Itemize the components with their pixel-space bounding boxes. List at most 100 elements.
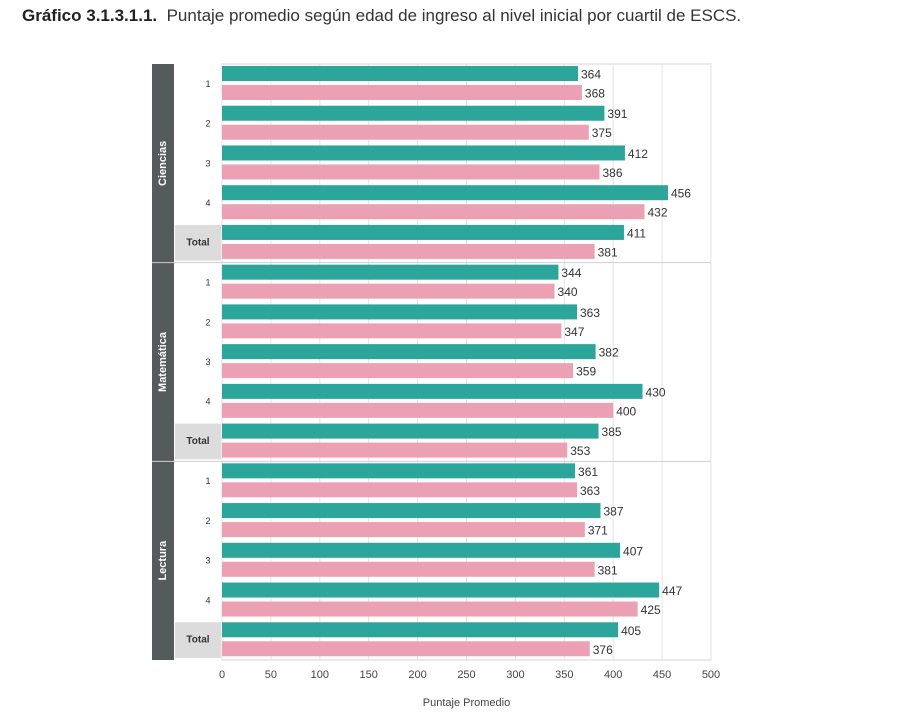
bar — [222, 383, 643, 399]
bar — [222, 423, 599, 439]
x-tick-label: 350 — [555, 669, 573, 681]
chart-title-text: Puntaje promedio según edad de ingreso a… — [166, 6, 742, 25]
category-label: 2 — [205, 317, 210, 327]
bar — [222, 463, 576, 479]
data-label: 340 — [558, 285, 578, 299]
data-label: 432 — [647, 206, 667, 220]
bar — [222, 283, 555, 299]
bar — [222, 66, 578, 81]
data-label: 430 — [646, 385, 666, 399]
x-tick-label: 0 — [219, 669, 225, 681]
bar — [222, 363, 574, 379]
bar — [222, 482, 578, 498]
category-label: 2 — [205, 119, 210, 129]
data-label: 371 — [588, 524, 608, 538]
bar — [222, 164, 600, 180]
x-tick-label: 150 — [360, 669, 378, 681]
data-label: 363 — [580, 306, 600, 320]
panel-label: Ciencias — [157, 141, 169, 186]
bar — [222, 522, 585, 538]
data-label: 425 — [641, 603, 661, 617]
category-label: 3 — [205, 556, 210, 566]
x-tick-label: 50 — [265, 669, 277, 681]
panel-strip — [152, 262, 174, 462]
bar — [222, 304, 578, 320]
data-label: 375 — [592, 126, 612, 140]
data-label: 412 — [628, 147, 648, 161]
bar — [222, 442, 568, 458]
x-tick-label: 200 — [408, 669, 426, 681]
bar — [222, 542, 621, 558]
bar — [222, 243, 595, 259]
panel-label: Lectura — [157, 540, 169, 581]
data-label: 381 — [598, 245, 618, 259]
total-label-bg — [175, 622, 221, 658]
data-label: 387 — [603, 505, 623, 519]
x-axis-label: Puntaje Promedio — [423, 697, 510, 709]
total-label-bg — [175, 423, 221, 460]
category-label: 4 — [205, 397, 210, 407]
bar — [222, 85, 582, 100]
bar — [222, 105, 605, 121]
category-label: 2 — [205, 516, 210, 526]
category-label: Total — [186, 237, 209, 248]
category-label: 3 — [205, 158, 210, 168]
category-label: Total — [186, 436, 209, 447]
chart-title: Gráfico 3.1.3.1.1. Puntaje promedio segú… — [22, 6, 741, 26]
x-tick-label: 450 — [653, 669, 671, 681]
data-label: 364 — [581, 68, 601, 82]
chart-title-label: Gráfico 3.1.3.1.1. — [22, 6, 158, 25]
category-label: 4 — [205, 198, 210, 208]
x-tick-label: 250 — [457, 669, 475, 681]
bar — [222, 264, 559, 280]
bar — [222, 185, 668, 201]
data-label: 407 — [623, 544, 643, 558]
data-label: 361 — [578, 465, 598, 479]
bar — [222, 582, 660, 598]
data-label: 381 — [598, 563, 618, 577]
data-label: 385 — [602, 425, 622, 439]
bar — [222, 601, 638, 617]
category-label: 4 — [205, 595, 210, 605]
bar — [222, 503, 601, 519]
data-label: 447 — [662, 584, 682, 598]
panel-label: Matemática — [157, 331, 169, 392]
data-label: 363 — [580, 484, 600, 498]
bar — [222, 323, 562, 339]
data-label: 411 — [627, 226, 646, 240]
x-tick-label: 100 — [311, 669, 329, 681]
bar — [222, 641, 590, 657]
x-tick-label: 400 — [604, 669, 622, 681]
data-label: 400 — [616, 404, 636, 418]
data-label: 376 — [593, 643, 613, 657]
bar — [222, 561, 595, 577]
data-label: 344 — [561, 266, 581, 280]
bar — [222, 145, 625, 161]
category-label: Total — [186, 635, 209, 646]
bar — [222, 622, 619, 638]
bar — [222, 402, 614, 418]
bar — [222, 344, 596, 360]
data-label: 353 — [570, 444, 590, 458]
x-tick-label: 300 — [506, 669, 524, 681]
total-label-bg — [175, 224, 221, 261]
data-label: 347 — [564, 325, 584, 339]
panel-strip — [152, 461, 174, 660]
data-label: 391 — [607, 107, 627, 121]
data-label: 386 — [603, 166, 623, 180]
bar — [222, 204, 645, 220]
data-label: 456 — [671, 187, 691, 201]
category-label: 1 — [205, 79, 210, 89]
data-label: 382 — [599, 346, 619, 360]
panel-strip — [152, 64, 174, 263]
data-label: 405 — [621, 624, 641, 638]
category-label: 1 — [205, 278, 210, 288]
category-label: 1 — [205, 476, 210, 486]
data-label: 368 — [585, 87, 605, 101]
bar — [222, 224, 624, 240]
bar — [222, 124, 589, 140]
data-label: 359 — [576, 365, 596, 379]
category-label: 3 — [205, 357, 210, 367]
x-tick-label: 500 — [702, 669, 720, 681]
